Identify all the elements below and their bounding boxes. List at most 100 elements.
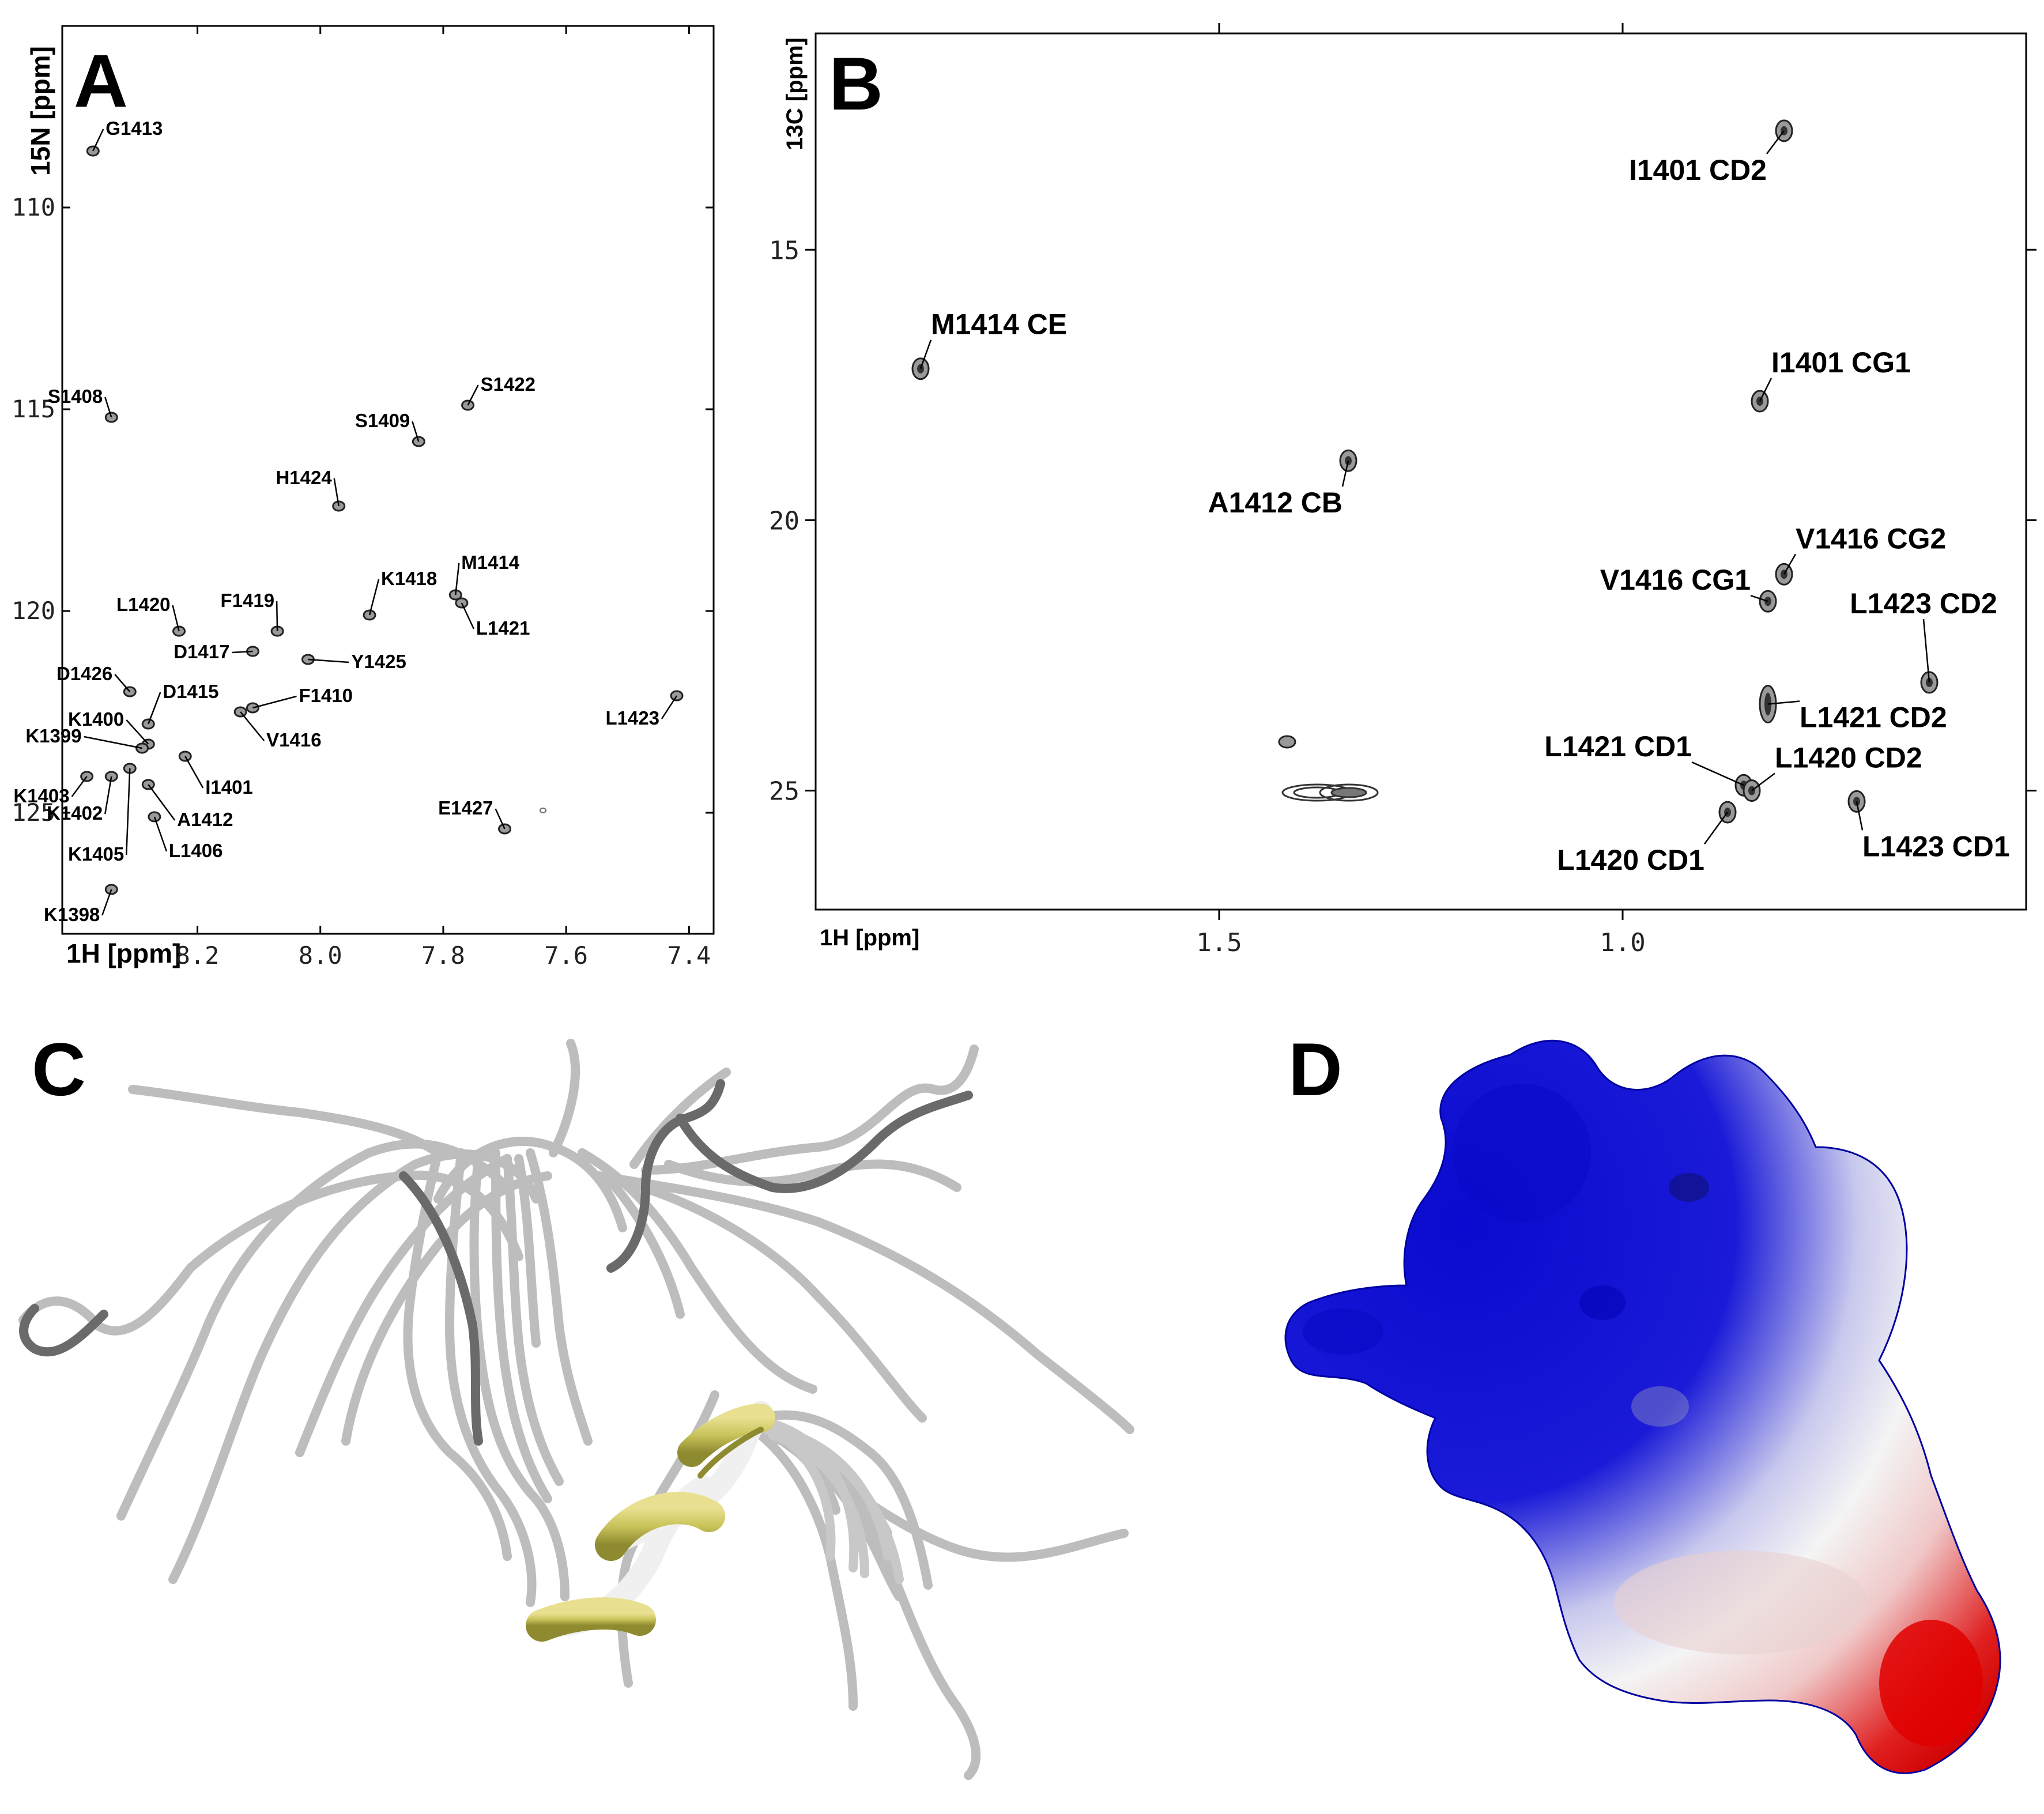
panel-b-leader-line <box>1856 801 1864 831</box>
panel-b-peak-label: A1412 CB <box>1208 487 1342 519</box>
panel-a-leader-line <box>240 711 265 741</box>
panel-a-letter: A <box>74 39 128 123</box>
panel-a-peak-label: M1414 <box>461 552 520 573</box>
panel-b-leader-line <box>1767 700 1800 705</box>
panel-a-peak-label: S1422 <box>481 374 535 395</box>
panel-a-leader-line <box>232 650 253 654</box>
panel-b-peaks: I1401 CD2 M1414 CE I1401 CG1 A1412 CB V1416 … <box>911 119 2010 876</box>
panel-a-x-tick-label: 7.4 <box>667 941 711 970</box>
panel-d-letter: D <box>1288 1027 1342 1111</box>
panel-c-letter: C <box>32 1027 86 1111</box>
panel-b-y-tick-label: 20 <box>769 506 800 535</box>
panel-b-peak-label: L1423 CD2 <box>1850 587 1997 620</box>
panel-a-leader-line <box>455 563 460 595</box>
panel-a-peak-label: L1420 <box>116 594 171 615</box>
panel-a-leader-line <box>92 129 104 152</box>
panel-a-peak-label: L1423 <box>605 707 659 729</box>
structure-ensemble <box>18 1039 1134 1780</box>
panel-a-peak-label: S1408 <box>48 386 103 407</box>
panel-b-leader-line <box>1703 812 1729 844</box>
panel-a-leader-line <box>495 808 506 829</box>
panel-b-letter: B <box>829 42 883 126</box>
panel-a-peak-label: K1402 <box>47 802 103 824</box>
panel-a-peak-label: F1419 <box>221 590 275 611</box>
panel-a-peak-label: K1403 <box>13 785 69 806</box>
panel-a-leader-line <box>661 695 678 719</box>
panel-a-x-axis-label: 1H [ppm] <box>66 938 181 968</box>
panel-a-peak-label: D1417 <box>174 641 229 662</box>
panel-b-peak-label: L1423 CD1 <box>1862 830 2010 862</box>
panel-b: B 13C [ppm] 1H [ppm] 1.5 1.0 15 20 25 I1401… <box>769 23 2037 957</box>
panel-a-peak-label: V1416 <box>266 729 321 751</box>
ensemble-coil-light <box>18 1039 1134 1780</box>
panel-a-leader-line <box>461 602 475 629</box>
panel-b-peak-label: M1414 CE <box>931 308 1067 341</box>
panel-b-leader-line <box>1783 553 1797 575</box>
panel-b-peak-label: V1416 CG1 <box>1600 564 1751 596</box>
panel-a-y-tick-label: 110 <box>12 193 55 221</box>
panel-a-x-tick-label: 7.6 <box>544 941 588 970</box>
panel-a-leader-line <box>148 692 161 725</box>
unassigned-peak <box>1278 735 1296 749</box>
panel-b-x-tick-label: 1.5 <box>1196 928 1242 957</box>
panel-b-y-tick-label: 15 <box>769 236 800 265</box>
panel-d: D <box>1284 1027 2001 1774</box>
panel-b-x-ticks: 1.5 1.0 <box>1196 23 1646 957</box>
panel-b-y-axis-label: 13C [ppm] <box>782 37 808 150</box>
panel-a-leader-line <box>148 784 176 821</box>
panel-a-peak-label: F1410 <box>299 685 353 706</box>
panel-a-leader-line <box>184 756 204 789</box>
ensemble-coil-dark <box>19 1079 973 1446</box>
panel-a-peak-label: Y1425 <box>351 651 406 672</box>
neutral-patch <box>1614 1551 1868 1654</box>
unassigned-peak <box>1330 787 1367 798</box>
panel-b-y-ticks: 15 20 25 <box>769 236 2037 806</box>
negative-patch <box>1879 1620 1983 1747</box>
panel-a-minor-peak <box>540 808 546 813</box>
panel-a-leader-line <box>126 768 131 855</box>
panel-a-leader-line <box>252 695 297 709</box>
panel-c: C <box>18 1027 1134 1780</box>
panel-a-leader-line <box>412 421 420 442</box>
helix-tails <box>762 1419 904 1584</box>
panel-b-peak-label: L1421 CD1 <box>1544 730 1692 763</box>
panel-b-leader-line <box>1691 761 1744 786</box>
panel-a-peaks: G1413 S1408 S1409 S1422 H1424 K1418 M1414 L1421… <box>13 118 684 925</box>
electrostatic-surface <box>1284 1039 2001 1774</box>
panel-b-x-axis-label: 1H [ppm] <box>820 925 919 951</box>
panel-a-plot-frame <box>61 25 715 935</box>
panel-a-peak-label: I1401 <box>205 776 253 798</box>
panel-a-peak-label: E1427 <box>438 797 493 819</box>
panel-a-peak-label: K1398 <box>44 904 100 925</box>
panel-b-leader-line <box>1922 619 1930 683</box>
panel-a-peak-label: K1405 <box>68 843 124 865</box>
panel-a-peak-label: H1424 <box>276 467 332 488</box>
panel-a-leader-line <box>333 478 340 507</box>
panel-a-peak-label: D1426 <box>56 663 112 684</box>
panel-a-leader-line <box>368 579 380 616</box>
panel-a-peak-label: L1421 <box>476 617 530 639</box>
panel-b-leader-line <box>1766 130 1785 154</box>
surface-pocket <box>1579 1285 1626 1320</box>
panel-a-peak-label: S1409 <box>355 410 410 431</box>
panel-a-leader-line <box>126 719 149 745</box>
panel-a-peak-label: K1399 <box>25 725 81 746</box>
panel-a-leader-line <box>153 816 168 852</box>
positive-patch <box>1303 1308 1383 1355</box>
panel-b-peak-label: L1420 CD2 <box>1775 742 1922 774</box>
panel-b-peak-label: L1421 CD2 <box>1800 701 1947 733</box>
surface-pocket <box>1631 1386 1689 1427</box>
panel-a-y-axis-label: 15N [ppm] <box>25 46 55 176</box>
panel-a-leader-line <box>104 776 112 814</box>
positive-patch <box>1453 1084 1591 1222</box>
panel-a-x-tick-label: 7.8 <box>421 941 465 970</box>
panel-a-peak-label: A1412 <box>177 809 233 830</box>
panel-a: A 15N [ppm] 1H [ppm] 8.2 8.0 7.8 7.6 7.4 110… <box>12 25 715 970</box>
panel-a-leader-line <box>71 776 88 797</box>
panel-a-x-tick-label: 8.2 <box>176 941 220 970</box>
panel-a-peak-label: K1418 <box>381 568 437 589</box>
panel-a-leader-line <box>467 384 479 406</box>
panel-b-x-tick-label: 1.0 <box>1600 928 1645 957</box>
panel-b-leader-line <box>1750 594 1768 602</box>
